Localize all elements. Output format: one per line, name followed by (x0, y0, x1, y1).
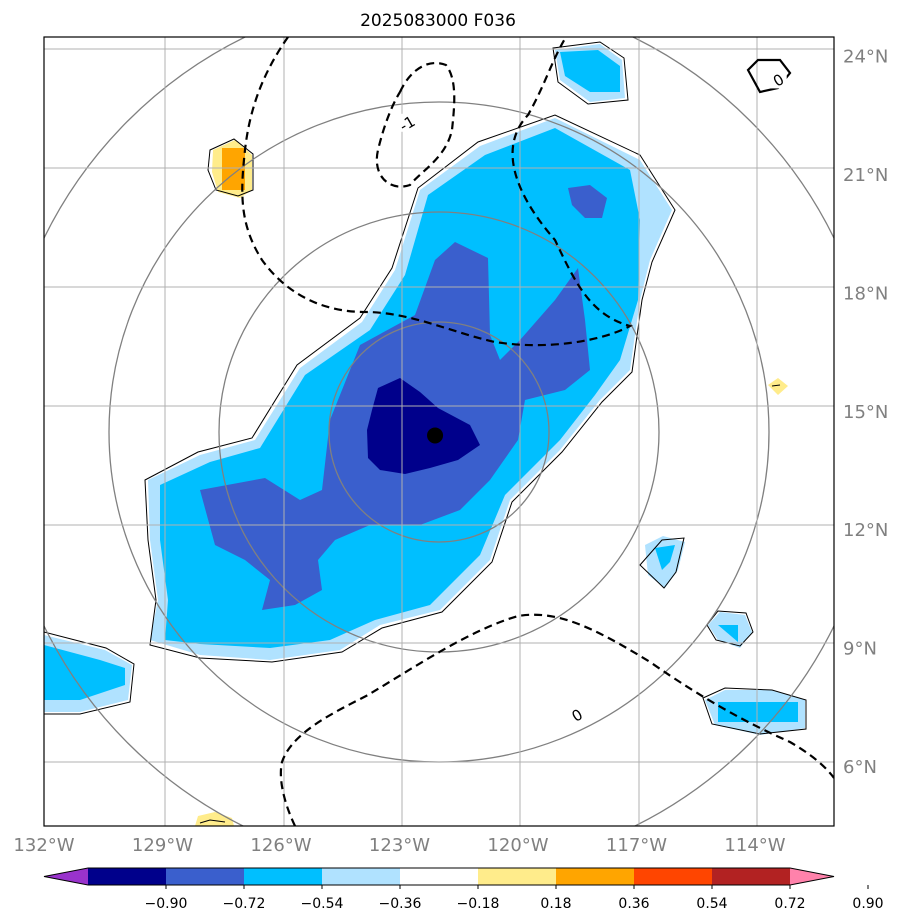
colorbar-segment (322, 868, 401, 885)
contour-labels: 0-10 (396, 70, 787, 726)
colorbar-tick-label: −0.18 (457, 896, 500, 912)
x-tick-label: 114°W (724, 835, 785, 856)
y-tick-label: 6°N (843, 757, 877, 778)
y-tick-label: 24°N (843, 47, 888, 68)
gridlines (44, 37, 834, 826)
contour-label-bg (770, 70, 787, 89)
x-tick-label: 126°W (250, 835, 311, 856)
colorbar-extend-low (44, 868, 88, 885)
x-tick-label: 117°W (606, 835, 667, 856)
colorbar-tick-label: 0.72 (774, 896, 805, 912)
x-tick-label: 120°W (487, 835, 548, 856)
field-fill-0.72 (367, 378, 480, 474)
plot-area (44, 37, 834, 826)
field-outlines (44, 41, 807, 824)
colorbar-outline (43, 867, 835, 886)
colorbar-extend-high (790, 868, 834, 885)
y-tick-label: 21°N (843, 165, 888, 186)
colorbar-segment (166, 868, 245, 885)
colorbar-segment (88, 868, 167, 885)
colorbar-segment (478, 868, 557, 885)
colorbar-segment (556, 868, 635, 885)
y-tick-label: 15°N (843, 402, 888, 423)
solid-zero-contour (746, 58, 792, 94)
contour-label-bg (569, 705, 586, 724)
colorbar-segment (634, 868, 713, 885)
colorbar-segment (712, 868, 791, 885)
colorbar-segment (244, 868, 323, 885)
colorbar-tick-label: 0.18 (540, 896, 571, 912)
colorbar-tick-label: −0.54 (301, 896, 344, 912)
x-tick-label: 129°W (132, 835, 193, 856)
dashed-contours (241, 37, 834, 826)
x-axis-ticks: 132°W 129°W 126°W 123°W 120°W 117°W 114°W (13, 835, 785, 856)
colorbar-tick-label: −0.72 (223, 896, 266, 912)
chart-title: 2025083000 F036 (360, 11, 516, 31)
y-tick-label: 18°N (843, 283, 888, 304)
plot-frame (43, 36, 835, 827)
colorbar-tick-label: 0.90 (852, 896, 883, 912)
x-tick-label: 123°W (369, 835, 430, 856)
contour-label-bg (399, 113, 416, 132)
colorbar-segment (400, 868, 479, 885)
y-tick-label: 12°N (843, 520, 888, 541)
x-tick-label: 132°W (13, 835, 74, 856)
colorbar-tick-label: −0.36 (379, 896, 422, 912)
storm-center-marker (427, 427, 444, 444)
colorbar-tick-label: 0.36 (618, 896, 649, 912)
colorbar-tick-label: 0.54 (696, 896, 727, 912)
y-tick-label: 9°N (843, 638, 877, 659)
colorbar: −0.90 −0.72 −0.54 −0.36 −0.18 0.18 0.36 0.54 0.7… (43, 867, 884, 912)
colorbar-tick-label: −0.90 (145, 896, 188, 912)
y-axis-ticks: 24°N 21°N 18°N 15°N 12°N 9°N 6°N (843, 47, 888, 778)
